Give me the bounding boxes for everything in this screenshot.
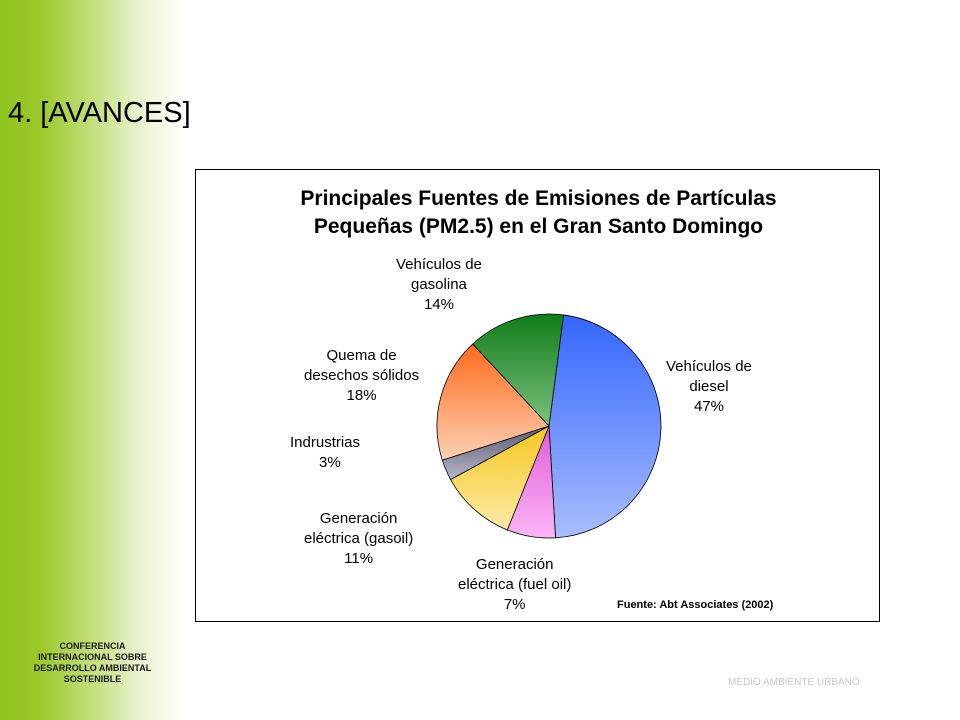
- pie-chart: [436, 313, 662, 539]
- pie-slice-0: [548, 314, 662, 539]
- slice-label-industries: Indrustrias 3%: [290, 433, 360, 473]
- chart-source-note: Fuente: Abt Associates (2002): [617, 599, 774, 611]
- slice-percent: 7%: [503, 596, 526, 613]
- slice-name-line: gasolina: [411, 276, 467, 293]
- slice-percent: 14%: [423, 296, 454, 313]
- chart-title-line-1: Principales Fuentes de Emisiones de Part…: [300, 187, 777, 210]
- slice-name-line: diesel: [689, 378, 729, 395]
- theme-footer: MEDIO AMBIENTE URBANO: [728, 677, 860, 688]
- slice-percent: 3%: [319, 454, 341, 471]
- slice-label-solid-waste-burning: Quema de desechos sólidos 18%: [304, 346, 419, 406]
- slice-name-line: Vehículos de: [666, 358, 752, 375]
- slice-name-line: Vehículos de: [396, 256, 482, 273]
- slide-title: 4. [AVANCES]: [8, 97, 191, 129]
- pie-slice-2: [450, 425, 550, 531]
- side-accent-band: [0, 0, 185, 720]
- conference-footer: CONFERENCIA INTERNACIONAL SOBRE DESARROL…: [10, 641, 175, 685]
- footer-line: DESARROLLO AMBIENTAL: [33, 663, 152, 673]
- chart-panel: Principales Fuentes de Emisiones de Part…: [195, 169, 880, 622]
- footer-line: SOSTENIBLE: [63, 674, 122, 684]
- slice-label-gasoline-vehicles: Vehículos de gasolina 14%: [396, 255, 482, 315]
- pie-slice-5: [472, 313, 564, 427]
- slice-name-line: desechos sólidos: [304, 367, 420, 384]
- slice-name-line: eléctrica (gasoil): [304, 530, 414, 547]
- slice-name-line: Indrustrias: [290, 434, 361, 451]
- slice-name-line: eléctrica (fuel oil): [458, 576, 572, 593]
- slice-name-line: Generación: [319, 510, 398, 527]
- slice-label-diesel-vehicles: Vehículos de diesel 47%: [666, 357, 752, 417]
- slice-percent: 11%: [344, 550, 374, 567]
- slice-name-line: Quema de: [326, 347, 397, 364]
- slice-percent: 18%: [346, 387, 377, 404]
- slice-name-line: Generación: [475, 556, 554, 573]
- slice-label-fuel-oil-generation: Generación eléctrica (fuel oil) 7%: [458, 555, 571, 615]
- slice-percent: 47%: [693, 398, 724, 415]
- pie-slice-4: [436, 343, 550, 461]
- footer-line: INTERNACIONAL SOBRE: [38, 652, 147, 662]
- slice-label-gasoil-generation: Generación eléctrica (gasoil) 11%: [304, 509, 413, 569]
- chart-title-line-2: Pequeñas (PM2.5) en el Gran Santo Doming…: [313, 215, 764, 238]
- footer-line: CONFERENCIA: [59, 641, 126, 651]
